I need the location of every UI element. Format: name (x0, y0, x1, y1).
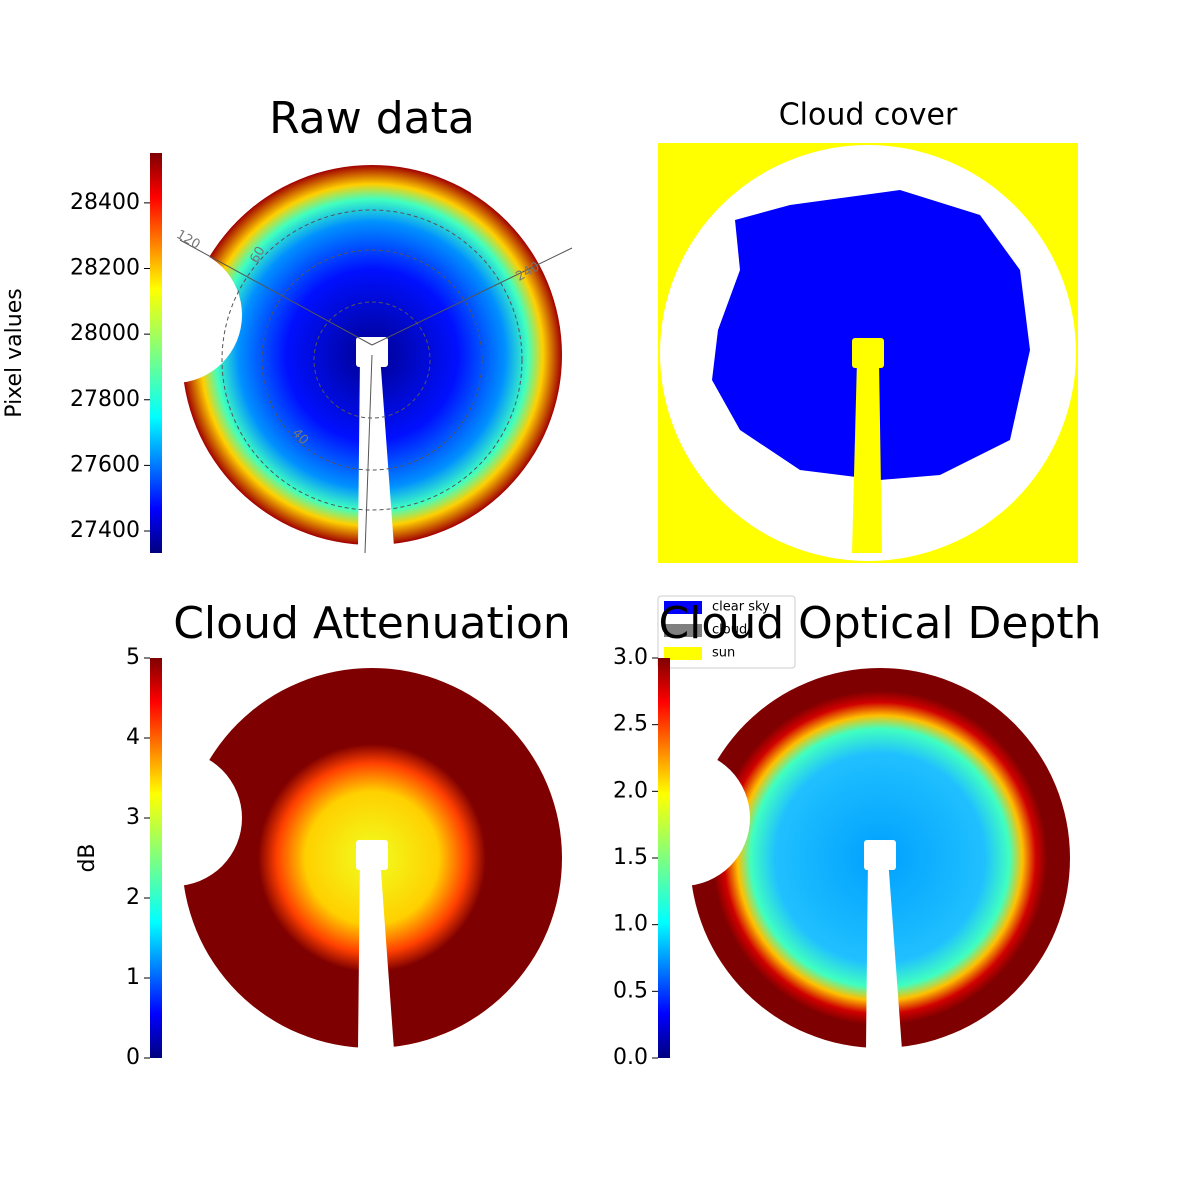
colorbar-tick-label: 2.0 (613, 778, 648, 803)
colorbar-tick-label: 27400 (70, 518, 140, 543)
colorbar-tick-label: 1.0 (613, 912, 648, 937)
horizon-cutout (614, 750, 750, 886)
colorbar (150, 658, 162, 1058)
colorbar-tick-label: 27800 (70, 387, 140, 412)
legend-label: sun (712, 646, 735, 661)
polar-axis (179, 239, 373, 346)
legend-label: clear sky (712, 600, 770, 615)
colorbar-tick-label: 1.5 (613, 845, 648, 870)
colorbar-tick-label: 4 (126, 725, 140, 750)
polar-axis (371, 247, 573, 346)
colorbar-tick-label: 28400 (70, 190, 140, 215)
chart-title: Cloud Attenuation (173, 598, 571, 649)
chart-title: Cloud Optical Depth (658, 598, 1101, 649)
mast-head (864, 840, 896, 870)
mast-shadow (358, 858, 394, 1050)
colorbar (150, 153, 162, 553)
colorbar-tick-label: 27600 (70, 452, 140, 477)
colorbar-tick-label: 5 (126, 645, 140, 670)
colorbar-tick-label: 1 (126, 965, 140, 990)
sky-image (106, 668, 562, 1050)
colorbar-label: Pixel values (2, 288, 27, 417)
legend-swatch (664, 624, 702, 637)
colorbar-tick-label: 0 (126, 1045, 140, 1070)
sky-image (614, 668, 1070, 1050)
chart-title: Cloud cover (779, 98, 958, 133)
colorbar-tick-label: 0.5 (613, 978, 648, 1003)
colorbar-tick-label: 3 (126, 805, 140, 830)
colorbar-tick-label: 2 (126, 885, 140, 910)
colorbar-tick-label: 0.0 (613, 1045, 648, 1070)
legend-swatch (664, 601, 702, 614)
sky-image (106, 165, 562, 547)
sun-mast (852, 360, 882, 553)
polar-label: 60 (247, 244, 268, 266)
legend-label: cloud (712, 623, 747, 638)
colorbar-tick-label: 28000 (70, 321, 140, 346)
colorbar-tick-label: 28200 (70, 256, 140, 281)
polar-circle (221, 209, 523, 511)
polar-axis (364, 354, 373, 554)
horizon-cutout (106, 750, 242, 886)
colorbar-label: dB (75, 843, 100, 872)
colorbar-tick-label: 2.5 (613, 712, 648, 737)
clear-sky-region (712, 190, 1030, 480)
polar-circle (261, 249, 483, 471)
mast-head (356, 840, 388, 870)
legend-swatch (664, 647, 702, 660)
sun-head (852, 338, 884, 368)
chart-title: Raw data (269, 93, 475, 144)
polar-circle (313, 301, 431, 419)
colorbar (658, 658, 670, 1058)
mast-head (356, 337, 388, 367)
horizon-cutout (106, 247, 242, 383)
colorbar-tick-label: 3.0 (613, 645, 648, 670)
mast-shadow (866, 858, 902, 1050)
